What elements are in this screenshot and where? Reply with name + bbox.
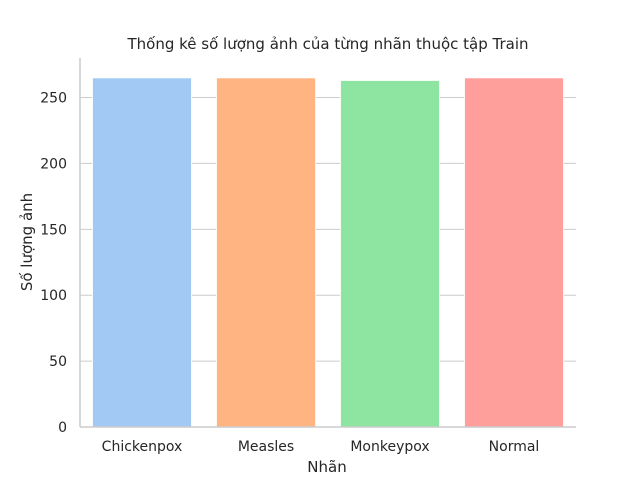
- x-axis-title: Nhãn: [307, 458, 346, 476]
- bar-monkeypox: [339, 79, 441, 428]
- y-tick-labels: 0 50 100 150 200 250: [40, 91, 67, 436]
- x-tick-labels: Chickenpox Measles Monkeypox Normal: [102, 439, 540, 455]
- bars: [91, 77, 565, 428]
- bar-measles: [215, 77, 317, 428]
- y-tick-label: 200: [40, 156, 67, 172]
- x-tick-label: Measles: [238, 439, 294, 455]
- bar-chickenpox: [91, 77, 193, 428]
- y-axis-title: Số lượng ảnh: [18, 193, 36, 291]
- bar-normal: [463, 77, 565, 428]
- x-tick-label: Chickenpox: [102, 439, 183, 455]
- y-tick-label: 0: [58, 420, 67, 436]
- x-tick-label: Normal: [489, 439, 540, 455]
- y-tick-label: 150: [40, 222, 67, 238]
- y-tick-label: 250: [40, 91, 67, 107]
- y-tick-label: 50: [49, 354, 67, 370]
- chart-title: Thống kê số lượng ảnh của từng nhãn thuộ…: [127, 35, 529, 53]
- x-tick-label: Monkeypox: [350, 439, 429, 455]
- y-tick-label: 100: [40, 288, 67, 304]
